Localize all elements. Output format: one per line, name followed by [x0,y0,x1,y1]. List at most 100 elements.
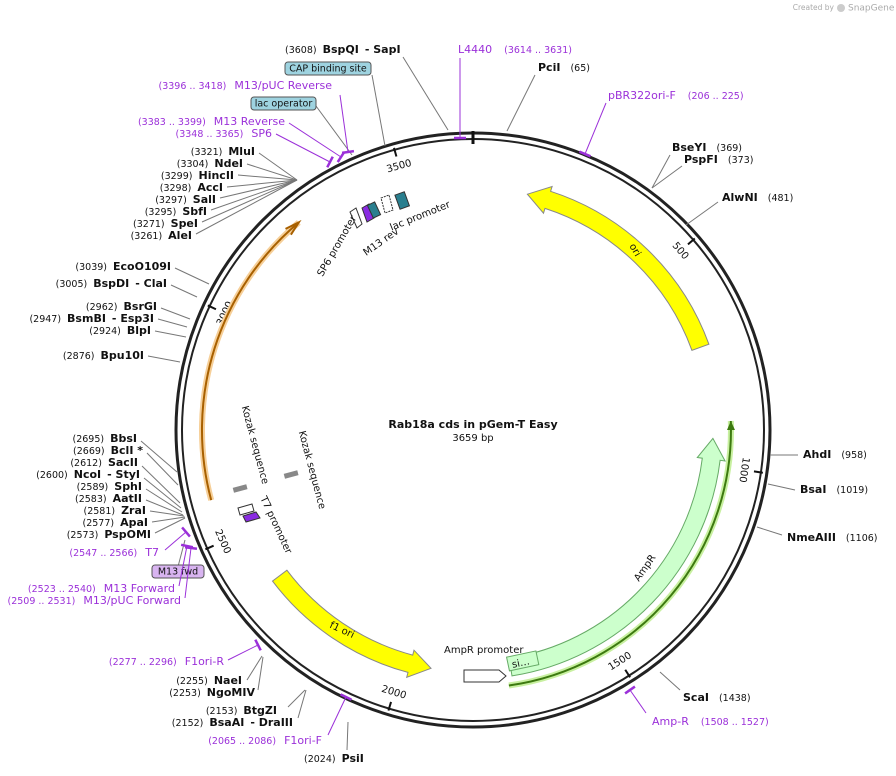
site-pos: (3261) [131,231,163,242]
ampr-cds-head [727,421,735,430]
site-label: (2583) AatII [75,492,142,505]
leader-line [659,671,681,691]
site-name: BspDI [93,277,129,290]
orange-head [285,219,302,236]
leader-line [246,655,263,681]
leader-line [145,488,183,513]
primer-leader [164,531,187,551]
primer-name: M13/pUC Forward [83,594,181,607]
leader-line [160,307,191,320]
site-name: AccI [197,181,223,194]
ampr-arrow [508,437,727,677]
site-pos: (2581) [83,506,115,517]
site-label: BseYI (369) [672,141,742,154]
leader-line [315,105,353,156]
site-label: (3295) SbfI [145,205,207,218]
map-title: Rab18a cds in pGem-T Easy [388,418,557,431]
leader-line [174,267,210,285]
feature-label: SP6 promoter [316,213,360,278]
site-pos: (3295) [145,207,177,218]
site-pos: (2612) [70,458,102,469]
site-label: (2024) PsiI [304,752,364,765]
primer-name: T7 [144,546,159,559]
site-name: BlpI [127,324,151,337]
ruler-tick [204,544,215,551]
primer-range: (2277 .. 2296) [109,657,177,668]
primer-range: (2509 .. 2531) [7,596,75,607]
leader-line [371,74,386,147]
leader-line [756,526,783,536]
primer-mark [624,685,636,695]
site-label: (2589) SphI [77,480,142,493]
site-label: (2253) NgoMIV [169,686,255,699]
ruler-label: 3500 [386,158,413,175]
site-label: (3271) SpeI [133,217,198,230]
primer-range: (3383 .. 3399) [138,117,206,128]
leader-line [210,179,298,211]
primer-mark [326,156,334,168]
site-label: (2876) Bpu10I [63,349,144,362]
site-label: PspFI (373) [684,153,753,166]
ruler-label: 1500 [606,650,633,673]
ruler-tick [753,470,764,474]
site-pos: (373) [728,155,754,166]
site-label: (3039) EcoO109I [75,260,171,273]
site-label: PciI (65) [538,61,590,74]
site-name: BseYI [672,141,706,154]
site-name: PspOMI [104,528,151,541]
site-alt: - StyI [107,468,140,481]
site-name: NaeI [214,674,242,687]
site-label: (2255) NaeI [176,674,242,687]
feature-label: Kozak sequence [296,430,328,511]
primer-leader [178,545,188,587]
leader-line [157,318,188,328]
primer-name: L4440 [458,43,492,56]
feature-label: AmpR promoter [444,645,524,656]
site-pos: (2600) [36,470,68,481]
leader-line [297,689,307,719]
primer-mark [340,693,352,701]
site-alt: - Esp3I [112,312,154,325]
site-label: BsaI (1019) [800,483,868,496]
primer-label: (2523 .. 2540) M13 Forward [28,582,175,595]
ampr-cds [508,420,732,687]
site-label: (2600) NcoI - StyI [36,468,140,481]
t7-promoter-arrow [237,503,255,516]
site-pos: (3039) [75,262,107,273]
ruler-label: 1000 [736,457,751,484]
site-name: PciI [538,61,560,74]
orange-glow [199,220,301,501]
primer-range: (206 .. 225) [688,91,744,102]
site-pos: (3321) [191,147,223,158]
site-name: AatII [113,492,142,505]
primer-name: SP6 [251,127,272,140]
site-pos: (3304) [177,159,209,170]
leader-line [219,179,298,199]
site-name: ScaI [683,691,709,704]
site-name: BsmBI [67,312,106,325]
site-name: AhdI [803,448,831,461]
site-pos: (1438) [719,693,751,704]
site-pos: (2589) [77,482,109,493]
site-name: ApaI [120,516,148,529]
site-name: BspQI [323,43,359,56]
site-pos: (2573) [67,530,99,541]
primer-label: L4440 (3614 .. 3631) [458,43,572,56]
site-pos: (481) [768,193,794,204]
site-pos: (2577) [83,518,115,529]
m13-rev-box [366,201,382,219]
leader-line [506,74,536,132]
site-pos: (2876) [63,351,95,362]
site-pos: (3608) [285,45,317,56]
site-label: ScaI (1438) [683,691,751,704]
site-pos: (2947) [29,314,61,325]
watermark: Created by [793,3,835,12]
feature-box [151,564,205,579]
site-label: (2577) ApaI [83,516,149,529]
primer-leader [275,133,331,163]
site-name: BsrGI [124,300,157,313]
site-label: (3261) AleI [131,229,192,242]
site-name: PsiI [342,752,364,765]
leader-line [195,179,298,235]
leader-line [145,499,184,516]
